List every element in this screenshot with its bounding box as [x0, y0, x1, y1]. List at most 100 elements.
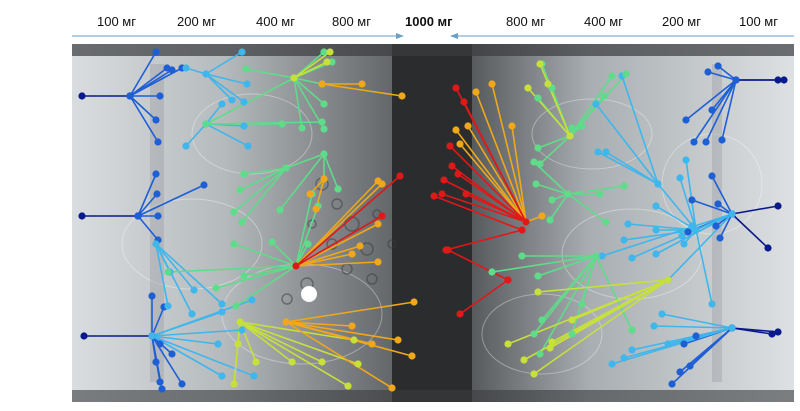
network-node [708, 300, 716, 308]
network-edge [239, 321, 355, 341]
network-node [692, 332, 700, 340]
network-node [448, 162, 456, 170]
network-edge [731, 205, 779, 215]
network-node [684, 228, 692, 236]
network-edge [491, 255, 597, 273]
network-edge [271, 241, 297, 267]
network-edge [449, 145, 527, 223]
network-edge [721, 79, 737, 141]
network-edge [731, 327, 773, 335]
network-edge [295, 223, 379, 267]
network-edge [295, 215, 383, 267]
network-edge [129, 51, 157, 97]
arrowhead-right-icon [450, 33, 458, 39]
dose-label-right-100: 100 мг [739, 14, 778, 29]
network-edge [167, 265, 297, 273]
network-edge [239, 321, 323, 363]
network-edge [595, 255, 633, 331]
network-edge [459, 143, 527, 223]
network-node [158, 385, 166, 393]
network-node [620, 236, 628, 244]
network-node [536, 160, 544, 168]
network-edge [233, 321, 241, 385]
network-node [232, 302, 240, 310]
network-node [774, 76, 782, 84]
network-node [236, 186, 244, 194]
network-node [354, 360, 362, 368]
network-edge [623, 229, 697, 241]
network-node [624, 220, 632, 228]
network-edge [719, 213, 733, 239]
network-node [452, 84, 460, 92]
network-edge [151, 306, 165, 337]
network-edge [205, 121, 323, 125]
network-node [518, 226, 526, 234]
network-node [218, 100, 226, 108]
network-node [728, 210, 736, 218]
network-node [134, 212, 142, 220]
network-edge [601, 213, 733, 257]
network-edge [443, 179, 527, 223]
network-node [664, 340, 672, 348]
network-node [534, 288, 542, 296]
network-edge [581, 255, 597, 305]
network-node [472, 88, 480, 96]
network-edge [155, 243, 223, 305]
dose-label-left-200: 200 мг [177, 14, 216, 29]
dose-label-left-400: 400 мг [256, 14, 295, 29]
network-edge [243, 167, 287, 175]
network-node [168, 350, 176, 358]
network-node [600, 92, 608, 100]
network-node [602, 218, 610, 226]
network-edge [295, 253, 353, 267]
dose-label-left-100: 100 мг [97, 14, 136, 29]
network-edge [455, 129, 527, 223]
network-edge [285, 321, 399, 341]
network-edge [279, 153, 325, 211]
network-edge [655, 213, 733, 255]
network-edge [295, 183, 383, 267]
network-edge [137, 173, 157, 217]
network-node [686, 362, 694, 370]
network-node [240, 122, 248, 130]
network-node [230, 240, 238, 248]
network-node [368, 340, 376, 348]
network-node [238, 48, 246, 56]
network-node [182, 142, 190, 150]
network-edge [285, 321, 393, 389]
network-edge [567, 185, 625, 195]
network-node [452, 126, 460, 134]
network-node [508, 122, 516, 130]
network-node [534, 144, 542, 152]
network-node [682, 116, 690, 124]
network-node [320, 150, 328, 158]
network-node [676, 368, 684, 376]
network-node [182, 64, 190, 72]
network-node [628, 254, 636, 262]
network-node [768, 330, 776, 338]
network-edge [321, 83, 403, 97]
network-edge [657, 183, 697, 231]
network-node [682, 156, 690, 164]
network-edge [155, 243, 169, 307]
network-node [668, 380, 676, 388]
network-node [708, 106, 716, 114]
network-node [152, 170, 160, 178]
network-node [374, 258, 382, 266]
network-edge [239, 321, 293, 363]
network-edge [205, 73, 245, 103]
network-node [524, 84, 532, 92]
network-node [78, 92, 86, 100]
network-node [548, 338, 556, 346]
network-edge [295, 205, 319, 267]
network-node [718, 136, 726, 144]
network-node [298, 124, 306, 132]
network-node [244, 142, 252, 150]
network-edge [711, 175, 733, 215]
network-edge [695, 229, 713, 305]
network-edge [137, 193, 158, 217]
network-edge [661, 313, 733, 329]
network-node [178, 380, 186, 388]
network-edge [295, 243, 309, 267]
network-node [538, 212, 546, 220]
